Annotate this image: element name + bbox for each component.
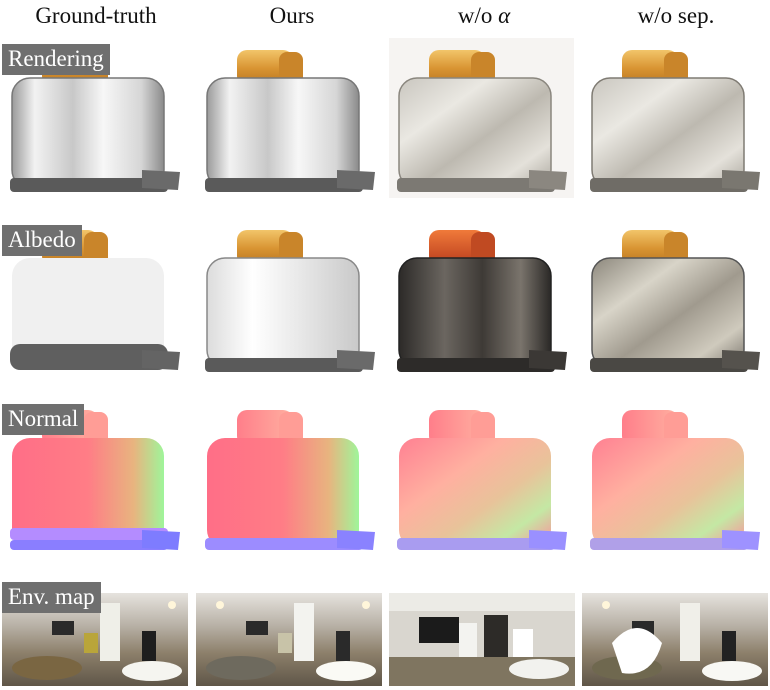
albedo-wo-sep [582, 218, 767, 378]
normal-wo-alpha [389, 398, 574, 558]
column-header-wo-alpha: w/o α [388, 2, 580, 30]
env-map-wo-sep [582, 593, 768, 686]
normal-ground-truth [2, 398, 187, 558]
column-header-ground-truth: Ground-truth [35, 3, 157, 28]
row-label-normal: Normal [2, 404, 85, 435]
albedo-ours [197, 218, 382, 378]
rendering-ours [197, 38, 382, 198]
env-map-ours [196, 593, 382, 686]
row-label-rendering: Rendering [2, 44, 110, 75]
toaster-body [11, 77, 165, 189]
rendering-wo-alpha [389, 38, 574, 198]
column-header-ours: Ours [269, 3, 315, 28]
albedo-wo-alpha [389, 218, 574, 378]
albedo-ground-truth [2, 218, 187, 378]
row-label-env-map: Env. map [2, 582, 101, 613]
normal-ours [197, 398, 382, 558]
row-label-albedo: Albedo [2, 225, 82, 256]
rendering-ground-truth [2, 38, 187, 198]
env-map-wo-alpha [389, 593, 575, 686]
column-header-wo-sep: w/o sep. [637, 3, 715, 28]
rendering-wo-sep [582, 38, 767, 198]
wo-alpha-prefix: w/o [457, 3, 499, 28]
alpha-symbol: α [498, 3, 511, 28]
normal-wo-sep [582, 398, 767, 558]
